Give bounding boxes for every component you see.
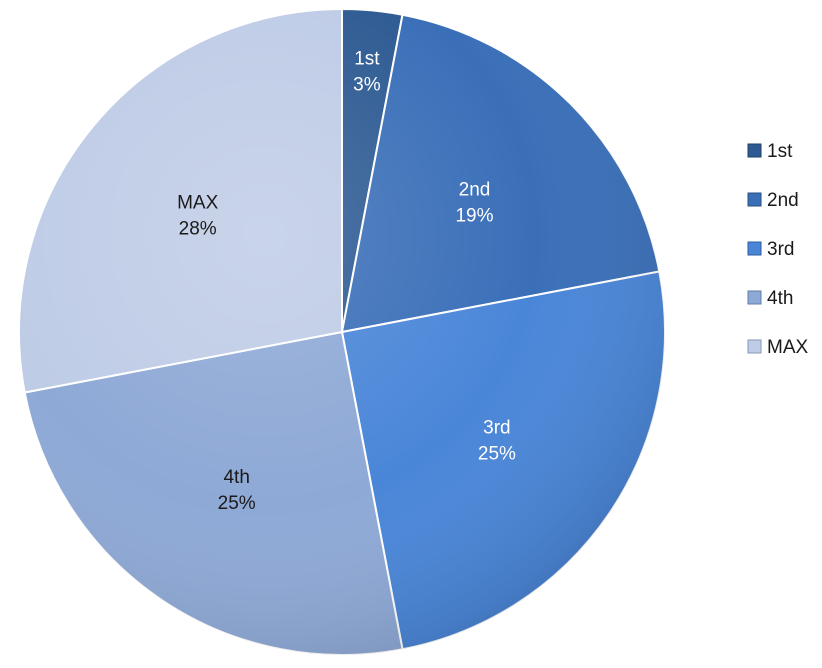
- legend: 1st 2nd 3rd 4th MAX: [747, 141, 809, 358]
- legend-label: 3rd: [767, 239, 794, 260]
- legend-label: 2nd: [767, 190, 799, 211]
- data-label-percent: 28%: [179, 219, 217, 240]
- data-label-percent: 19%: [455, 206, 493, 227]
- pie-data-labels: 1st 3%2nd 19%3rd 25%4th 25%MAX 28%: [177, 48, 516, 514]
- data-label-category: 2nd: [459, 180, 491, 201]
- legend-swatch: [747, 192, 762, 207]
- data-label-1st: 1st 3%: [353, 48, 381, 95]
- data-label-percent: 25%: [478, 443, 516, 464]
- legend-swatch: [747, 290, 762, 305]
- legend-label: MAX: [767, 337, 809, 358]
- data-label-category: 1st: [354, 48, 380, 69]
- legend-item-max: MAX: [747, 337, 809, 358]
- legend-item-1st: 1st: [747, 141, 793, 162]
- data-label-percent: 3%: [353, 74, 381, 95]
- pie-slices: [18, 8, 666, 656]
- legend-swatch: [747, 143, 762, 158]
- legend-item-4th: 4th: [747, 288, 793, 309]
- data-label-2nd: 2nd 19%: [455, 180, 493, 227]
- data-label-max: MAX 28%: [177, 193, 219, 240]
- data-label-percent: 25%: [218, 493, 256, 514]
- data-label-category: 4th: [223, 467, 249, 488]
- legend-swatch: [747, 241, 762, 256]
- legend-item-3rd: 3rd: [747, 239, 794, 260]
- data-label-category: MAX: [177, 193, 219, 214]
- data-label-category: 3rd: [483, 417, 510, 438]
- legend-label: 4th: [767, 288, 793, 309]
- legend-item-2nd: 2nd: [747, 190, 799, 211]
- legend-swatch: [747, 339, 762, 354]
- data-label-3rd: 3rd 25%: [478, 417, 516, 464]
- data-label-4th: 4th 25%: [218, 467, 256, 514]
- legend-label: 1st: [767, 141, 793, 162]
